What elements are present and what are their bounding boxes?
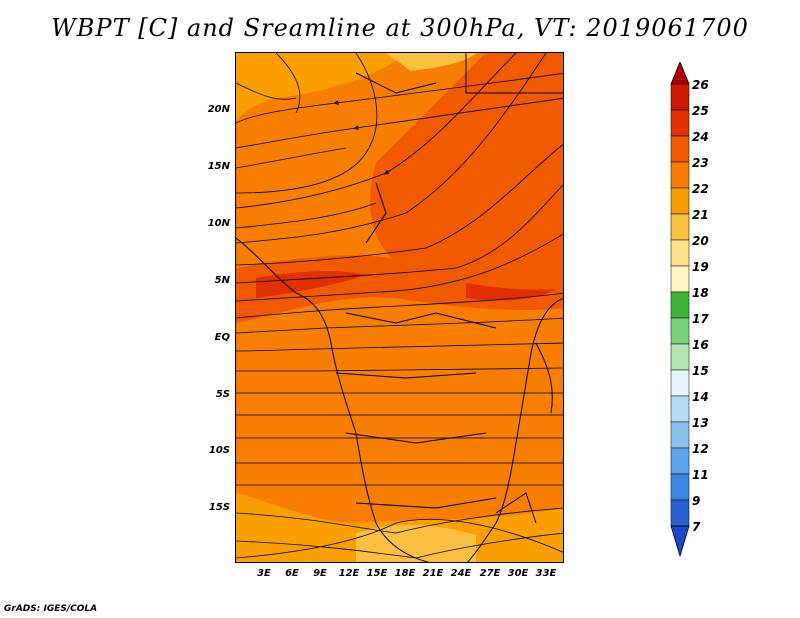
- colorbar-label-21: 21: [692, 208, 709, 222]
- lon-label-6e: 6E: [285, 568, 299, 579]
- colorbar-label-24: 24: [692, 130, 709, 144]
- colorbar-label-23: 23: [692, 156, 709, 170]
- colorbar-swatch-7: [670, 499, 690, 527]
- coastlines: [236, 53, 563, 562]
- colorbar-swatch-22: [670, 161, 690, 189]
- lat-label-15n: 15N: [207, 161, 230, 172]
- colorbar-swatch-21: [670, 187, 690, 215]
- colorbar-swatch-13: [670, 395, 690, 423]
- lat-label-10n: 10N: [207, 218, 230, 229]
- map-title: WBPT [C] and Sreamline at 300hPa, VT: 20…: [51, 14, 749, 42]
- lon-label-33e: 33E: [535, 568, 557, 579]
- lat-label-20n: 20N: [207, 104, 230, 115]
- grads-credit: GrADS: IGES/COLA: [4, 604, 98, 614]
- colorbar-label-17: 17: [692, 312, 709, 326]
- wbpt-field-20-south: [356, 525, 476, 562]
- colorbar-label-12: 12: [692, 442, 709, 456]
- lon-label-24e: 24E: [450, 568, 472, 579]
- colorbar-label-19: 19: [692, 260, 709, 274]
- colorbar-swatch-16: [670, 317, 690, 345]
- lat-label-5s: 5S: [215, 389, 230, 400]
- colorbar-label-11: 11: [692, 468, 709, 482]
- colorbar-label-26: 26: [692, 78, 709, 92]
- colorbar-swatch-15: [670, 343, 690, 371]
- colorbar-label-16: 16: [692, 338, 709, 352]
- lon-label-3e: 3E: [257, 568, 271, 579]
- colorbar-label-25: 25: [692, 104, 709, 118]
- colorbar-swatch-12: [670, 421, 690, 449]
- lon-label-30e: 30E: [507, 568, 529, 579]
- colorbar-top-arrow: [670, 62, 690, 85]
- colorbar-swatch-23: [670, 135, 690, 163]
- wbpt-streamline-map: [236, 53, 563, 562]
- colorbar-label-20: 20: [692, 234, 709, 248]
- colorbar-swatch-20: [670, 213, 690, 241]
- wbpt-field-23-northeast: [370, 53, 563, 287]
- colorbar-label-13: 13: [692, 416, 709, 430]
- lon-label-9e: 9E: [313, 568, 327, 579]
- colorbar-bottom-arrow: [670, 525, 690, 558]
- lon-label-21e: 21E: [422, 568, 444, 579]
- lon-label-18e: 18E: [394, 568, 416, 579]
- colorbar-label-18: 18: [692, 286, 709, 300]
- lon-label-15e: 15E: [366, 568, 388, 579]
- lat-label-15s: 15S: [208, 502, 230, 513]
- colorbar-swatch-11: [670, 447, 690, 475]
- lon-label-27e: 27E: [479, 568, 501, 579]
- lat-label-eq: EQ: [214, 332, 230, 343]
- wbpt-field-21-north: [236, 53, 406, 123]
- colorbar-label-9: 9: [692, 494, 701, 508]
- colorbar-label-15: 15: [692, 364, 709, 378]
- colorbar-swatch-18: [670, 265, 690, 293]
- colorbar-swatch-9: [670, 473, 690, 501]
- lat-label-10s: 10S: [208, 445, 230, 456]
- colorbar-swatch-17: [670, 291, 690, 319]
- colorbar-label-14: 14: [692, 390, 709, 404]
- colorbar: [670, 62, 690, 558]
- map-panel: [235, 52, 564, 563]
- colorbar-label-7: 7: [692, 520, 701, 534]
- colorbar-label-22: 22: [692, 182, 709, 196]
- colorbar-swatch-24: [670, 109, 690, 137]
- colorbar-swatch-19: [670, 239, 690, 267]
- wbpt-field-24-patch: [256, 271, 366, 298]
- colorbar-swatch-14: [670, 369, 690, 397]
- lat-label-5n: 5N: [214, 275, 230, 286]
- lon-label-12e: 12E: [338, 568, 360, 579]
- wbpt-field-20-north: [386, 53, 476, 71]
- colorbar-swatch-25: [670, 83, 690, 111]
